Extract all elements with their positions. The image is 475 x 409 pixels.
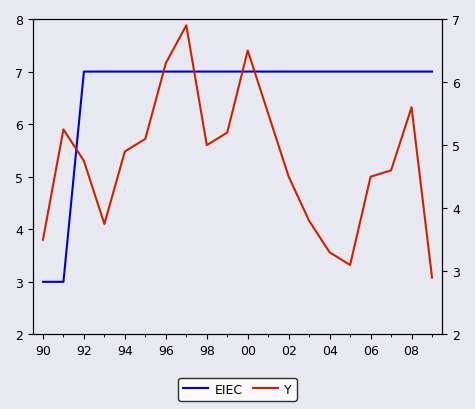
Y [429, 276, 435, 281]
Y [142, 137, 148, 142]
Y [347, 263, 353, 268]
EIEC [245, 70, 251, 75]
EIEC [81, 70, 87, 75]
EIEC [266, 70, 271, 75]
Y [245, 49, 251, 54]
Y [183, 24, 189, 29]
EIEC [388, 70, 394, 75]
Y [286, 175, 292, 180]
EIEC [204, 70, 209, 75]
EIEC [286, 70, 292, 75]
EIEC [102, 70, 107, 75]
EIEC [368, 70, 373, 75]
EIEC [347, 70, 353, 75]
Y [224, 131, 230, 136]
EIEC [306, 70, 312, 75]
Y [266, 112, 271, 117]
EIEC [163, 70, 169, 75]
Y [61, 128, 67, 133]
Y [102, 222, 107, 227]
EIEC [224, 70, 230, 75]
Y [40, 238, 46, 243]
Y [327, 250, 332, 255]
Y [81, 159, 87, 164]
Y [368, 175, 373, 180]
EIEC [40, 280, 46, 285]
EIEC [61, 280, 67, 285]
Y [388, 169, 394, 173]
Y [122, 150, 128, 155]
Line: Y: Y [43, 26, 432, 278]
Legend: EIEC, Y: EIEC, Y [179, 378, 296, 401]
EIEC [122, 70, 128, 75]
EIEC [142, 70, 148, 75]
Y [306, 219, 312, 224]
EIEC [183, 70, 189, 75]
EIEC [327, 70, 332, 75]
Y [163, 61, 169, 66]
Y [408, 106, 414, 110]
Line: EIEC: EIEC [43, 72, 432, 282]
EIEC [408, 70, 414, 75]
Y [204, 143, 209, 148]
EIEC [429, 70, 435, 75]
